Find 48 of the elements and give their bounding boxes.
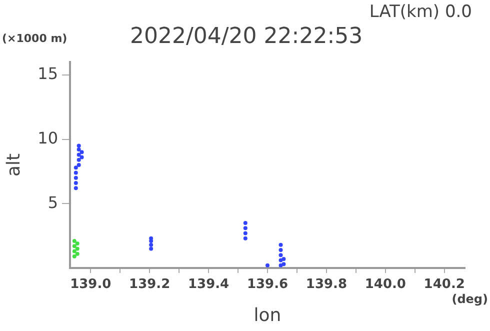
point: [149, 246, 154, 251]
point: [74, 181, 78, 186]
point: [74, 186, 78, 190]
point: [282, 262, 286, 266]
point: [74, 170, 78, 175]
point: [75, 242, 80, 246]
point: [243, 236, 248, 240]
point: [72, 238, 76, 243]
point: [75, 246, 80, 251]
text: (×1000 m): [2, 32, 68, 45]
y-axis-title: alt: [3, 153, 24, 177]
point: [243, 220, 248, 225]
x-tick-label: 140.0: [364, 277, 406, 292]
y-tick-label: 15: [38, 64, 58, 84]
x-axis-title: lon: [254, 304, 282, 326]
point: [278, 248, 283, 252]
point: [243, 226, 248, 230]
point: [76, 158, 81, 162]
point: [74, 166, 78, 170]
x-tick-label: 139.8: [306, 277, 348, 292]
x-tick-label: 139.2: [129, 277, 170, 292]
point: [76, 152, 81, 157]
x-tick-label: 139.0: [70, 277, 112, 292]
point: [282, 256, 286, 261]
point: [76, 163, 81, 167]
point: [76, 148, 81, 152]
chart-title: 2022/04/20 22:22:53: [130, 24, 363, 49]
point: [80, 150, 84, 154]
point: [72, 249, 76, 254]
point: [80, 155, 84, 160]
point: [278, 242, 283, 247]
x-tick-label: 140.2: [424, 277, 465, 292]
point: [72, 254, 76, 258]
point: [75, 252, 80, 256]
text: (deg): [452, 292, 488, 306]
point: [76, 144, 81, 148]
point: [72, 244, 76, 248]
x-tick-label: 139.6: [246, 277, 288, 292]
text: LAT(km) 0.0: [369, 2, 472, 22]
x-tick-label: 139.4: [188, 277, 230, 292]
y-tick-label: 5: [48, 192, 58, 212]
point: [74, 176, 78, 180]
point: [149, 236, 154, 240]
point: [149, 242, 154, 247]
y-tick-label: 10: [38, 128, 58, 148]
point: [278, 253, 283, 258]
point: [266, 263, 270, 268]
point: [243, 231, 248, 236]
